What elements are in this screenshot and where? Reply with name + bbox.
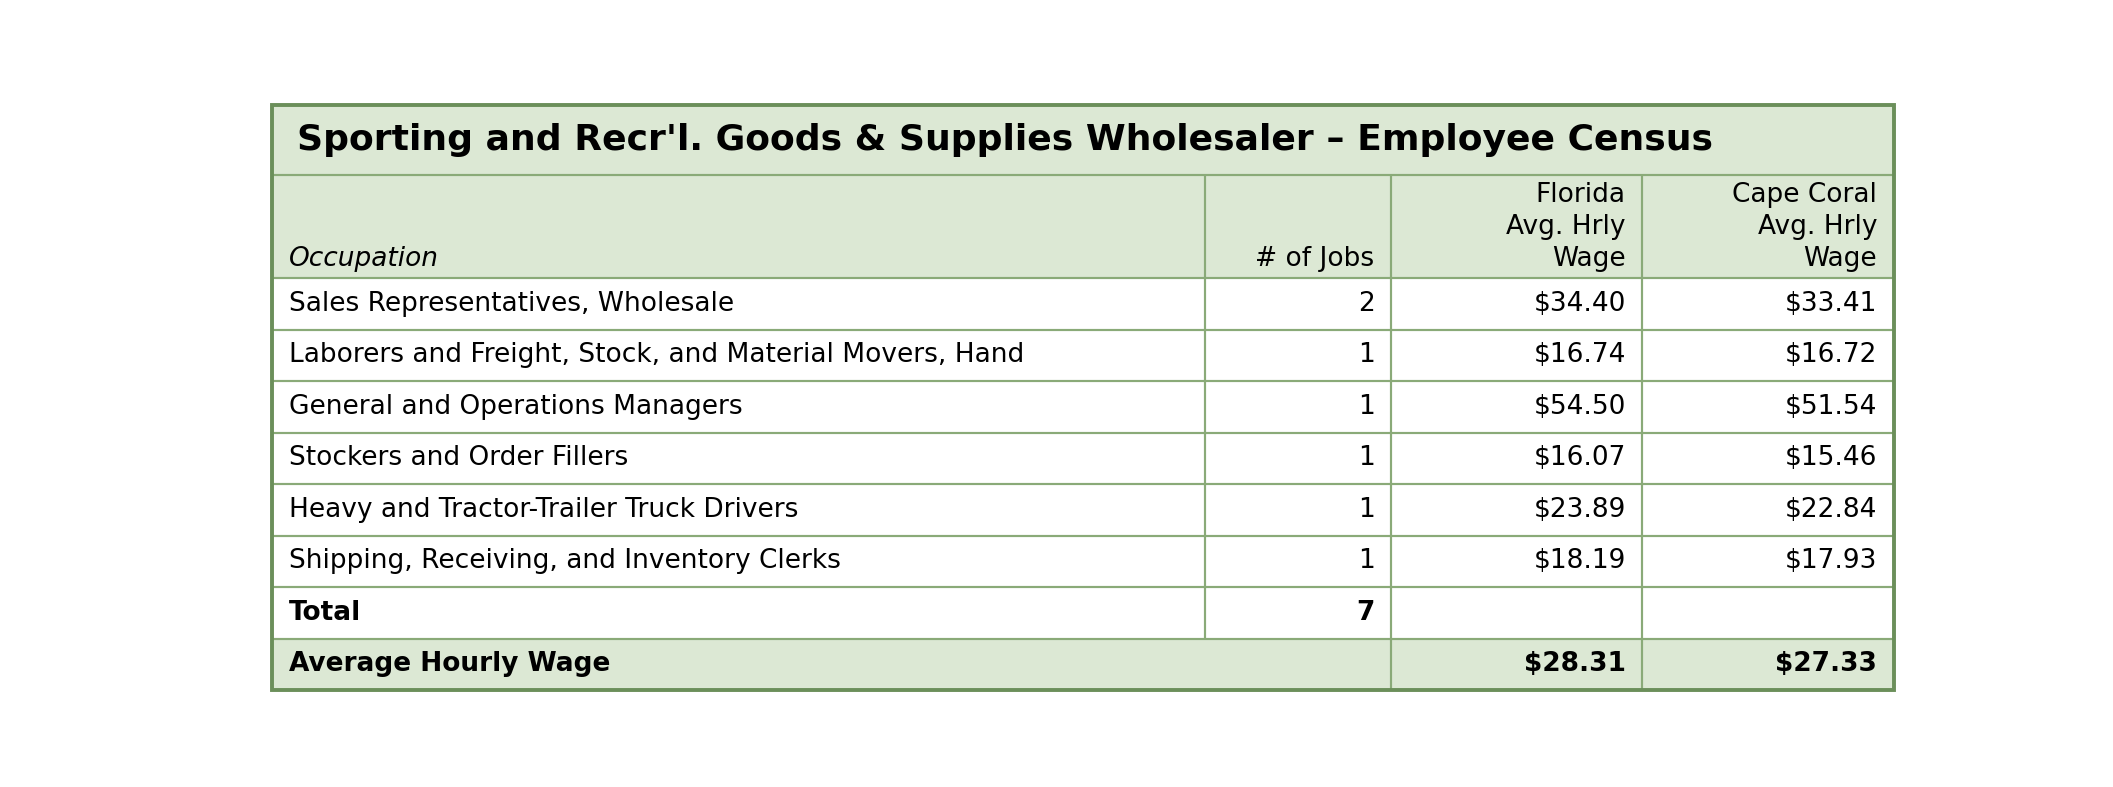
Bar xyxy=(1390,278,1642,330)
Text: 1: 1 xyxy=(1359,549,1376,575)
Bar xyxy=(1390,587,1642,638)
Bar xyxy=(1204,433,1390,484)
Text: $18.19: $18.19 xyxy=(1534,549,1625,575)
Bar xyxy=(1642,587,1893,638)
Text: $16.72: $16.72 xyxy=(1785,342,1876,368)
Text: 1: 1 xyxy=(1359,445,1376,471)
Text: General and Operations Managers: General and Operations Managers xyxy=(289,394,742,420)
Text: $54.50: $54.50 xyxy=(1534,394,1625,420)
Text: $33.41: $33.41 xyxy=(1785,291,1876,317)
Text: $16.74: $16.74 xyxy=(1534,342,1625,368)
Text: Florida
Avg. Hrly
Wage: Florida Avg. Hrly Wage xyxy=(1507,182,1625,272)
Bar xyxy=(1642,278,1893,330)
Bar xyxy=(1390,484,1642,536)
Bar xyxy=(273,638,1390,690)
Bar xyxy=(273,175,1204,278)
Text: $22.84: $22.84 xyxy=(1785,497,1876,523)
Text: 7: 7 xyxy=(1357,600,1376,626)
Text: $28.31: $28.31 xyxy=(1523,652,1625,678)
Bar xyxy=(273,105,1893,175)
Text: Average Hourly Wage: Average Hourly Wage xyxy=(289,652,611,678)
Text: Shipping, Receiving, and Inventory Clerks: Shipping, Receiving, and Inventory Clerk… xyxy=(289,549,841,575)
Bar xyxy=(273,278,1204,330)
Text: 1: 1 xyxy=(1359,394,1376,420)
Text: Laborers and Freight, Stock, and Material Movers, Hand: Laborers and Freight, Stock, and Materia… xyxy=(289,342,1025,368)
Text: Occupation: Occupation xyxy=(289,246,440,272)
Text: 1: 1 xyxy=(1359,342,1376,368)
Bar xyxy=(1390,433,1642,484)
Bar xyxy=(1204,381,1390,433)
Bar xyxy=(1642,484,1893,536)
Text: $23.89: $23.89 xyxy=(1534,497,1625,523)
Text: Sporting and Recr'l. Goods & Supplies Wholesaler – Employee Census: Sporting and Recr'l. Goods & Supplies Wh… xyxy=(296,123,1714,157)
Text: $17.93: $17.93 xyxy=(1785,549,1876,575)
Bar xyxy=(1204,175,1390,278)
Text: $16.07: $16.07 xyxy=(1534,445,1625,471)
Bar xyxy=(1390,330,1642,381)
Text: 1: 1 xyxy=(1359,497,1376,523)
Text: Total: Total xyxy=(289,600,361,626)
Bar xyxy=(1390,175,1642,278)
Bar xyxy=(1204,587,1390,638)
Bar xyxy=(273,587,1204,638)
Bar xyxy=(273,536,1204,587)
Text: Heavy and Tractor-Trailer Truck Drivers: Heavy and Tractor-Trailer Truck Drivers xyxy=(289,497,799,523)
Text: $51.54: $51.54 xyxy=(1785,394,1876,420)
Bar xyxy=(1390,638,1642,690)
Text: # of Jobs: # of Jobs xyxy=(1255,246,1376,272)
Bar xyxy=(1642,381,1893,433)
Bar xyxy=(273,484,1204,536)
Text: $27.33: $27.33 xyxy=(1775,652,1876,678)
Bar xyxy=(1204,536,1390,587)
Bar xyxy=(1204,278,1390,330)
Bar xyxy=(1390,381,1642,433)
Text: 2: 2 xyxy=(1359,291,1376,317)
Text: Sales Representatives, Wholesale: Sales Representatives, Wholesale xyxy=(289,291,733,317)
Text: Cape Coral
Avg. Hrly
Wage: Cape Coral Avg. Hrly Wage xyxy=(1733,182,1876,272)
Bar xyxy=(1204,484,1390,536)
Bar xyxy=(1204,330,1390,381)
Text: Stockers and Order Fillers: Stockers and Order Fillers xyxy=(289,445,628,471)
Bar xyxy=(273,381,1204,433)
Bar xyxy=(273,433,1204,484)
Text: $15.46: $15.46 xyxy=(1785,445,1876,471)
Bar xyxy=(1642,433,1893,484)
Bar xyxy=(1642,536,1893,587)
Bar xyxy=(1642,638,1893,690)
Bar xyxy=(1390,536,1642,587)
Bar xyxy=(1642,175,1893,278)
Bar xyxy=(1642,330,1893,381)
Text: $34.40: $34.40 xyxy=(1534,291,1625,317)
Bar xyxy=(273,330,1204,381)
